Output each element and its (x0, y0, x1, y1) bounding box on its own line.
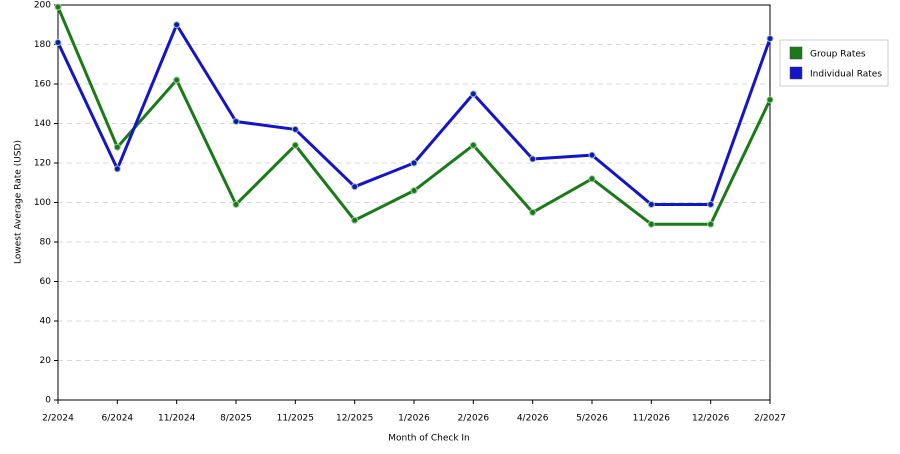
x-tick-label: 8/2025 (220, 414, 252, 424)
x-tick-label: 11/2026 (633, 414, 671, 424)
x-tick-label: 4/2026 (517, 414, 549, 424)
data-point (469, 90, 477, 98)
x-axis-title: Month of Check In (388, 434, 470, 444)
legend-label: Group Rates (810, 50, 866, 60)
data-point (469, 141, 477, 149)
x-tick-label: 11/2025 (277, 414, 314, 424)
y-tick-label: 60 (40, 277, 52, 287)
y-tick-label: 100 (34, 198, 51, 208)
x-tick-label: 5/2026 (576, 414, 608, 424)
legend-swatch (789, 66, 803, 80)
data-point (410, 159, 418, 167)
data-point (588, 151, 596, 159)
data-point (232, 118, 240, 126)
series-line (56, 23, 772, 206)
x-tick-label: 12/2025 (336, 414, 373, 424)
x-tick-label: 2/2026 (457, 414, 489, 424)
data-point (291, 125, 299, 133)
legend-label: Individual Rates (810, 70, 882, 80)
data-point (173, 21, 181, 29)
data-point (707, 200, 715, 208)
data-point (529, 155, 537, 163)
data-point (647, 220, 655, 228)
y-tick-label: 0 (45, 396, 51, 406)
y-tick-label: 120 (34, 159, 51, 169)
data-point (54, 3, 62, 11)
x-tick-label: 1/2026 (398, 414, 430, 424)
y-tick-label: 200 (34, 1, 51, 11)
data-point (410, 187, 418, 195)
data-point (173, 76, 181, 84)
legend-swatch (789, 46, 803, 60)
data-point (647, 200, 655, 208)
data-point (766, 96, 774, 104)
y-tick-label: 40 (40, 317, 52, 327)
data-point (707, 220, 715, 228)
data-point (766, 35, 774, 43)
data-point (351, 216, 359, 224)
y-axis-title: Lowest Average Rate (USD) (14, 140, 24, 264)
y-tick-label: 80 (40, 238, 52, 248)
y-tick-label: 140 (34, 119, 51, 129)
y-tick-label: 160 (34, 80, 51, 90)
x-tick-label: 6/2024 (101, 414, 133, 424)
data-point (232, 200, 240, 208)
y-tick-label: 20 (40, 356, 52, 366)
data-point (351, 183, 359, 191)
x-tick-label: 2/2024 (42, 414, 74, 424)
x-tick-label: 11/2024 (158, 414, 196, 424)
data-point (113, 165, 121, 173)
x-tick-label: 2/2027 (754, 414, 786, 424)
y-tick-label: 180 (34, 40, 51, 50)
x-tick-label: 12/2026 (692, 414, 730, 424)
data-point (113, 143, 121, 151)
data-point (529, 208, 537, 216)
data-point (291, 141, 299, 149)
data-point (588, 175, 596, 183)
data-point (54, 39, 62, 47)
